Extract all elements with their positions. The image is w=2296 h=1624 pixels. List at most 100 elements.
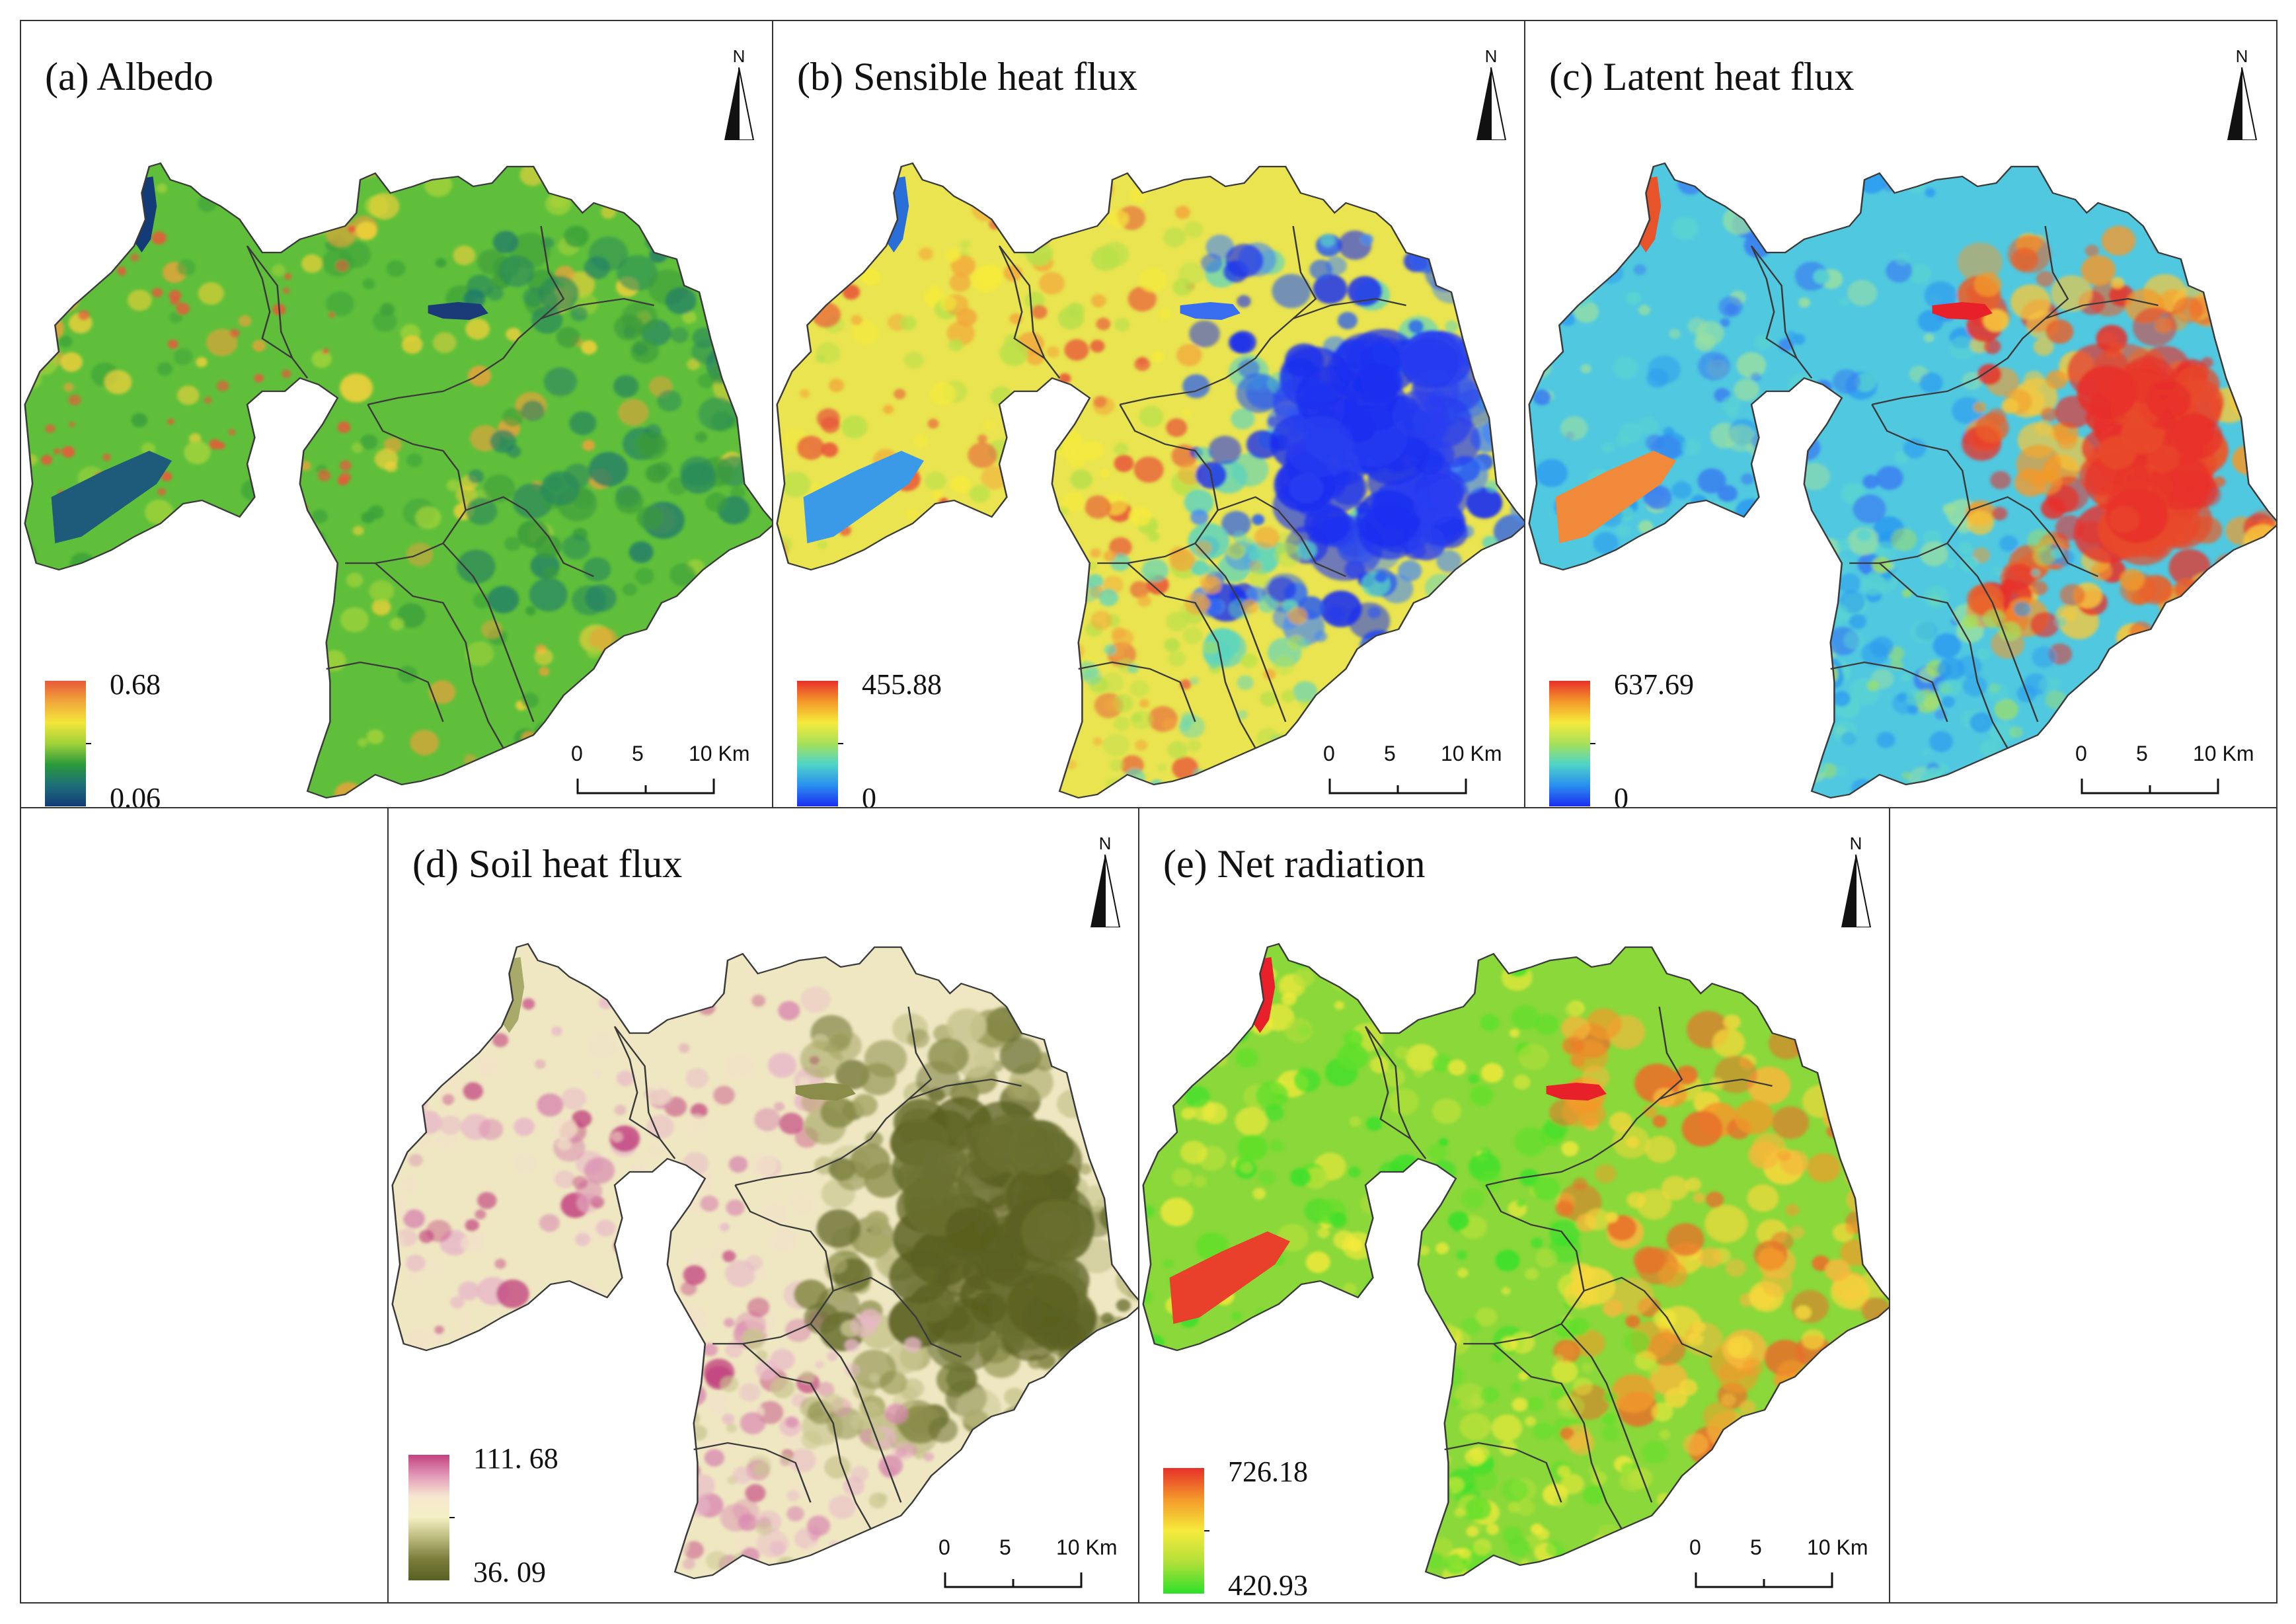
north-arrow-icon [1091, 855, 1121, 927]
scale-bar-label: 10 Km [2193, 742, 2254, 765]
north-arrow: N [719, 46, 759, 145]
map-water-body [51, 451, 172, 543]
legend-tick [449, 1517, 455, 1518]
map-raster [1142, 943, 1890, 1580]
district-boundary [712, 1184, 834, 1345]
legend-tick [86, 743, 91, 744]
district-boundary [1659, 1078, 1773, 1101]
scale-bar-line [576, 779, 715, 794]
panel-sensible-heat-flux: (b) Sensible heat flux N 455.88 0 0 5 10 Km [772, 20, 1527, 810]
scale-bar-label: 10 Km [1441, 742, 1502, 765]
map-water-body [795, 1083, 856, 1101]
district-boundary [442, 543, 535, 722]
scale-bar-line [944, 1572, 1083, 1588]
north-arrow: N [2222, 46, 2262, 145]
panel-net-radiation: (e) Net radiation N 726.18 420.93 0 5 10 Km [1138, 807, 1892, 1604]
region-outline [1142, 943, 1890, 1580]
region-outline [391, 943, 1139, 1580]
map-water-body [1932, 302, 1993, 320]
scale-bar-label: 5 [999, 1535, 1011, 1559]
legend-max-value: 0.68 [110, 668, 161, 701]
legend-color-ramp [1163, 1468, 1204, 1594]
north-label: N [1849, 833, 1862, 853]
map-raster [24, 162, 773, 799]
map-water-body [1169, 1231, 1290, 1324]
scale-bar-label: 0 [1689, 1535, 1701, 1559]
legend-bar [408, 1455, 449, 1580]
district-boundary [693, 1442, 812, 1503]
district-boundary [1750, 245, 1813, 379]
panel-title: (b) Sensible heat flux [797, 55, 1137, 98]
panel-title: (d) Soil heat flux [412, 842, 683, 886]
map-water-body [1180, 302, 1241, 320]
north-arrow-icon [1841, 855, 1872, 927]
region-outline [1528, 162, 2276, 799]
legend-min-value: 420.93 [1228, 1569, 1308, 1602]
scale-bar-label: 0 [571, 742, 583, 765]
legend: 726.18 420.93 [1163, 1455, 1375, 1602]
legend-color-ramp [408, 1455, 449, 1580]
north-label: N [2235, 46, 2248, 66]
scale-bar-label: 0 [2075, 742, 2087, 765]
scale-bar-label: 0 [1323, 742, 1335, 765]
district-boundary [810, 1323, 902, 1503]
map-water-body [428, 302, 488, 320]
district-boundary [1584, 1276, 1712, 1358]
panel-soil-heat-flux: (d) Soil heat flux N 111. 68 36. 09 0 5 10 Km [387, 807, 1141, 1604]
district-boundary [465, 496, 594, 577]
district-boundary [998, 245, 1046, 359]
legend-tick [1204, 1530, 1209, 1531]
scale-bar-label: 5 [1750, 1535, 1762, 1559]
district-boundary [1120, 225, 1317, 406]
panel-albedo: (a) Albedo N 0.68 0.06 0 5 10 Km [20, 20, 775, 810]
map-area [1525, 140, 2276, 801]
north-arrow-icon [1476, 67, 1507, 140]
district-boundary [613, 1026, 661, 1140]
north-arrow: N [1471, 46, 1511, 145]
legend-color-ramp [45, 681, 86, 806]
district-boundary [998, 245, 1061, 379]
scale-bar: 0 5 10 Km [2075, 742, 2276, 808]
district-boundary [1830, 661, 1948, 722]
legend-min-value: 0.06 [110, 782, 161, 810]
north-label: N [732, 46, 746, 66]
district-boundary [246, 245, 309, 379]
district-boundary [1486, 1006, 1683, 1186]
legend: 637.69 0 [1549, 668, 1761, 810]
district-boundary [1217, 496, 1346, 577]
region-outline [24, 162, 773, 799]
scale-bar-line [1695, 1572, 1833, 1588]
district-boundary [1970, 496, 2098, 577]
scale-bar: 0 5 10 Km [1323, 742, 1525, 808]
scale-bar-label: 10 Km [1807, 1535, 1868, 1559]
legend: 111. 68 36. 09 [408, 1442, 620, 1588]
map-water-body [1555, 451, 1676, 543]
legend-tick [1590, 743, 1595, 744]
legend-max-value: 726.18 [1228, 1455, 1308, 1488]
district-boundary [1849, 404, 1971, 564]
district-boundary [1878, 562, 2009, 749]
legend: 0.68 0.06 [45, 668, 256, 810]
district-boundary [908, 1078, 1022, 1101]
district-boundary [1364, 1026, 1427, 1159]
district-boundary [735, 1006, 933, 1186]
district-boundary [374, 562, 504, 749]
scale-bar: 0 5 10 Km [938, 1535, 1139, 1602]
district-boundary [246, 245, 293, 359]
panel-latent-heat-flux: (c) Latent heat flux N 637.69 0 0 5 10 Km [1524, 20, 2277, 810]
legend-max-value: 637.69 [1614, 668, 1694, 701]
legend-min-value: 0 [1614, 782, 1628, 810]
legend-tick [838, 743, 843, 744]
district-boundary [1750, 245, 1798, 359]
district-boundary [1492, 1343, 1623, 1529]
map-raster [776, 162, 1525, 799]
district-boundary [367, 225, 565, 406]
scale-bar-label: 5 [632, 742, 644, 765]
legend-min-value: 0 [862, 782, 876, 810]
district-boundary [1364, 1026, 1412, 1140]
legend-bar [797, 681, 838, 806]
map-area [1139, 921, 1890, 1582]
legend: 455.88 0 [797, 668, 1009, 810]
legend-min-value: 36. 09 [473, 1556, 546, 1588]
legend-bar [45, 681, 86, 806]
